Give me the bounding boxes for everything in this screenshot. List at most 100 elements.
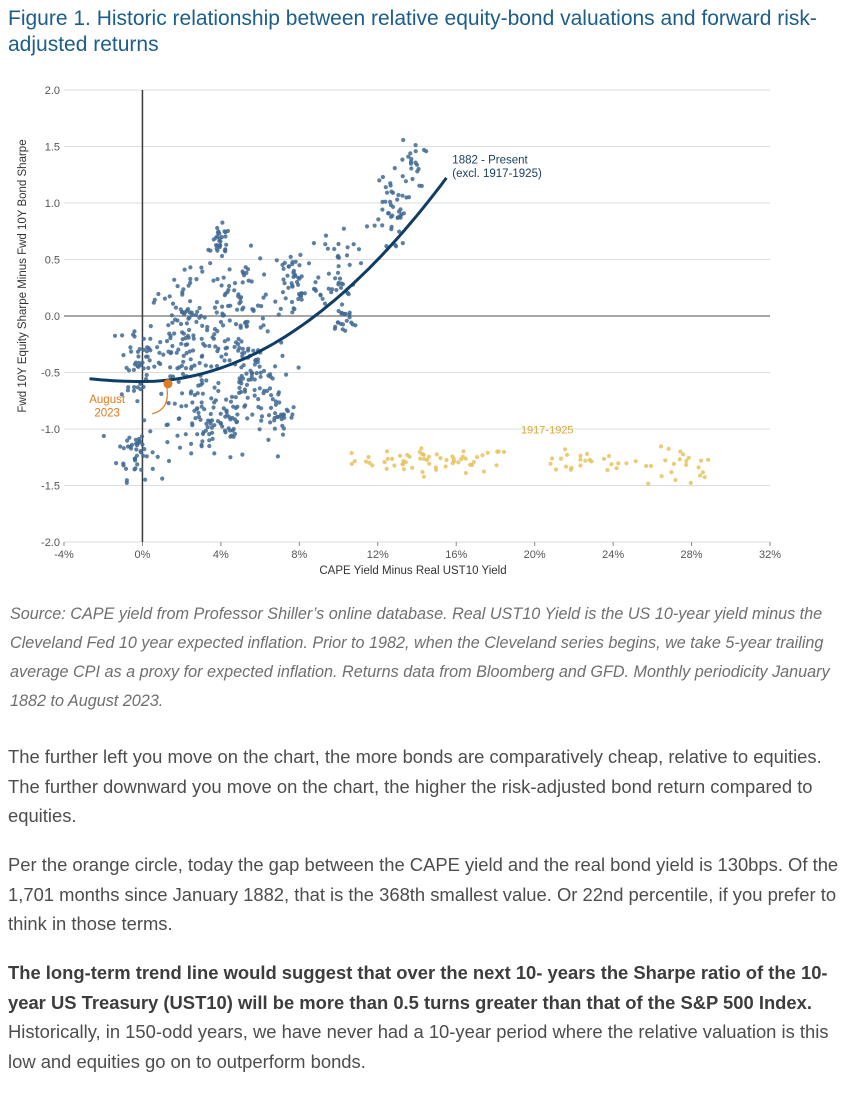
- point-1882-present: [336, 241, 341, 247]
- point-1917-1925: [699, 458, 704, 463]
- point-1882-present: [118, 444, 123, 449]
- x-tick-label: 32%: [759, 549, 781, 561]
- point-1882-present: [128, 345, 133, 350]
- point-1882-present: [168, 365, 173, 370]
- point-1882-present: [165, 440, 170, 445]
- point-1882-present: [395, 197, 400, 202]
- point-1917-1925: [494, 463, 499, 468]
- point-1882-present: [180, 371, 185, 376]
- point-1882-present: [214, 300, 219, 305]
- point-1882-present: [143, 477, 148, 482]
- point-1882-present: [242, 387, 247, 392]
- point-1882-present: [175, 433, 180, 438]
- point-1882-present: [185, 333, 190, 338]
- point-1882-present: [273, 299, 278, 304]
- point-1882-present: [333, 276, 338, 281]
- point-1882-present: [235, 307, 240, 312]
- point-1882-present: [286, 285, 291, 290]
- point-1917-1925: [434, 467, 439, 472]
- point-1882-present: [215, 329, 220, 334]
- point-1882-present: [244, 270, 249, 275]
- point-1882-present: [205, 328, 210, 333]
- point-1882-present: [299, 297, 304, 302]
- point-1882-present: [132, 456, 137, 461]
- point-1882-present: [221, 323, 226, 328]
- trend-line: [89, 177, 448, 383]
- point-1917-1925: [666, 446, 671, 451]
- point-1882-present: [409, 156, 414, 162]
- point-1917-1925: [563, 447, 568, 452]
- point-1882-present: [184, 321, 189, 326]
- point-1917-1925: [485, 450, 490, 455]
- point-1882-present: [233, 340, 239, 345]
- point-1882-present: [223, 247, 228, 252]
- point-1882-present: [182, 267, 187, 272]
- point-1882-present: [135, 349, 140, 354]
- point-1882-present: [181, 287, 186, 292]
- point-1882-present: [199, 444, 204, 449]
- point-1882-present: [222, 428, 228, 433]
- point-1882-present: [403, 179, 408, 184]
- point-1882-present: [221, 313, 227, 318]
- point-1882-present: [215, 277, 220, 282]
- point-1882-present: [268, 420, 273, 425]
- point-1917-1925: [418, 456, 423, 461]
- point-1882-present: [220, 424, 225, 429]
- point-1917-1925: [663, 458, 668, 463]
- point-1917-1925: [706, 457, 711, 462]
- point-1882-present: [240, 280, 245, 285]
- point-1882-present: [192, 363, 197, 368]
- point-1917-1925: [614, 466, 619, 471]
- point-1882-present: [262, 388, 267, 393]
- point-1882-present: [424, 149, 429, 154]
- point-1882-present: [284, 372, 289, 377]
- point-1882-present: [232, 288, 237, 293]
- point-1882-present: [252, 362, 257, 367]
- point-1882-present: [211, 278, 216, 283]
- point-1882-present: [281, 266, 286, 271]
- point-1882-present: [159, 391, 164, 396]
- point-1917-1925: [553, 467, 559, 472]
- point-1882-present: [240, 452, 245, 457]
- point-1917-1925: [367, 460, 372, 465]
- point-1882-present: [276, 312, 281, 317]
- point-1917-1925: [565, 452, 570, 457]
- point-1882-present: [223, 352, 229, 357]
- point-1882-present: [237, 390, 242, 395]
- point-1882-present: [376, 217, 381, 222]
- point-1882-present: [221, 275, 226, 280]
- point-1882-present: [270, 376, 275, 381]
- point-1882-present: [192, 408, 197, 413]
- point-1917-1925: [443, 464, 448, 469]
- point-1882-present: [144, 454, 149, 459]
- point-1882-present: [208, 248, 213, 253]
- point-1882-present: [221, 406, 226, 411]
- point-1882-present: [388, 181, 393, 186]
- point-1882-present: [201, 430, 206, 435]
- point-1882-present: [157, 350, 162, 355]
- point-1882-present: [345, 291, 350, 296]
- y-tick-label: -2.0: [41, 537, 60, 549]
- point-1882-present: [414, 162, 420, 167]
- point-1882-present: [265, 388, 270, 393]
- point-1882-present: [170, 320, 175, 325]
- point-1882-present: [401, 137, 406, 143]
- point-1917-1925: [686, 455, 691, 460]
- point-1882-present: [400, 193, 405, 198]
- point-1882-present: [259, 418, 264, 423]
- point-1882-present: [400, 157, 405, 162]
- point-1882-present: [175, 284, 180, 289]
- point-1882-present: [227, 283, 232, 289]
- point-1882-present: [267, 386, 273, 391]
- point-1882-present: [179, 363, 184, 368]
- point-1917-1925: [352, 459, 357, 464]
- point-1917-1925: [363, 459, 369, 464]
- x-tick-label: 20%: [524, 549, 546, 561]
- point-1882-present: [199, 354, 204, 359]
- paragraph-3: The long-term trend line would suggest t…: [8, 958, 848, 1076]
- point-1882-present: [170, 343, 175, 349]
- point-1882-present: [397, 229, 402, 234]
- point-1882-present: [347, 310, 352, 315]
- point-1882-present: [207, 438, 212, 443]
- point-1882-present: [389, 214, 394, 219]
